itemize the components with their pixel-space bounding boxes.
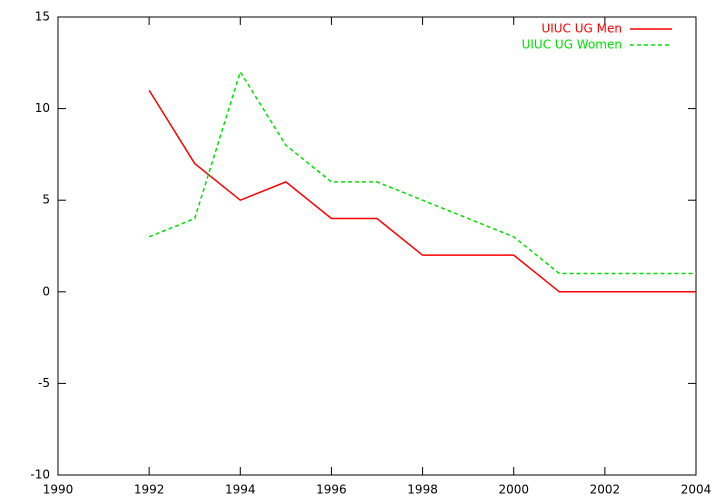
- y-tick-label: 15: [35, 10, 50, 24]
- series-line: [148, 89, 696, 293]
- plot-border: [57, 16, 697, 476]
- x-tick-label: 2002: [590, 483, 621, 497]
- y-tick-label: 5: [42, 193, 50, 207]
- y-tick-label: -10: [30, 468, 50, 482]
- x-tick-label: 1994: [225, 483, 256, 497]
- y-tick-label: -5: [38, 376, 50, 390]
- legend-label: UIUC UG Men: [541, 22, 622, 36]
- x-tick-label: 2000: [498, 483, 529, 497]
- x-tick-label: 1998: [407, 483, 438, 497]
- x-tick-label: 2004: [681, 483, 712, 497]
- series-line: [148, 70, 696, 275]
- y-tick-label: 10: [35, 101, 50, 115]
- x-tick-label: 1990: [43, 483, 74, 497]
- x-tick-label: 1992: [134, 483, 165, 497]
- x-tick-label: 1996: [316, 483, 347, 497]
- legend-label: UIUC UG Women: [522, 38, 622, 52]
- y-tick-label: 0: [42, 284, 50, 298]
